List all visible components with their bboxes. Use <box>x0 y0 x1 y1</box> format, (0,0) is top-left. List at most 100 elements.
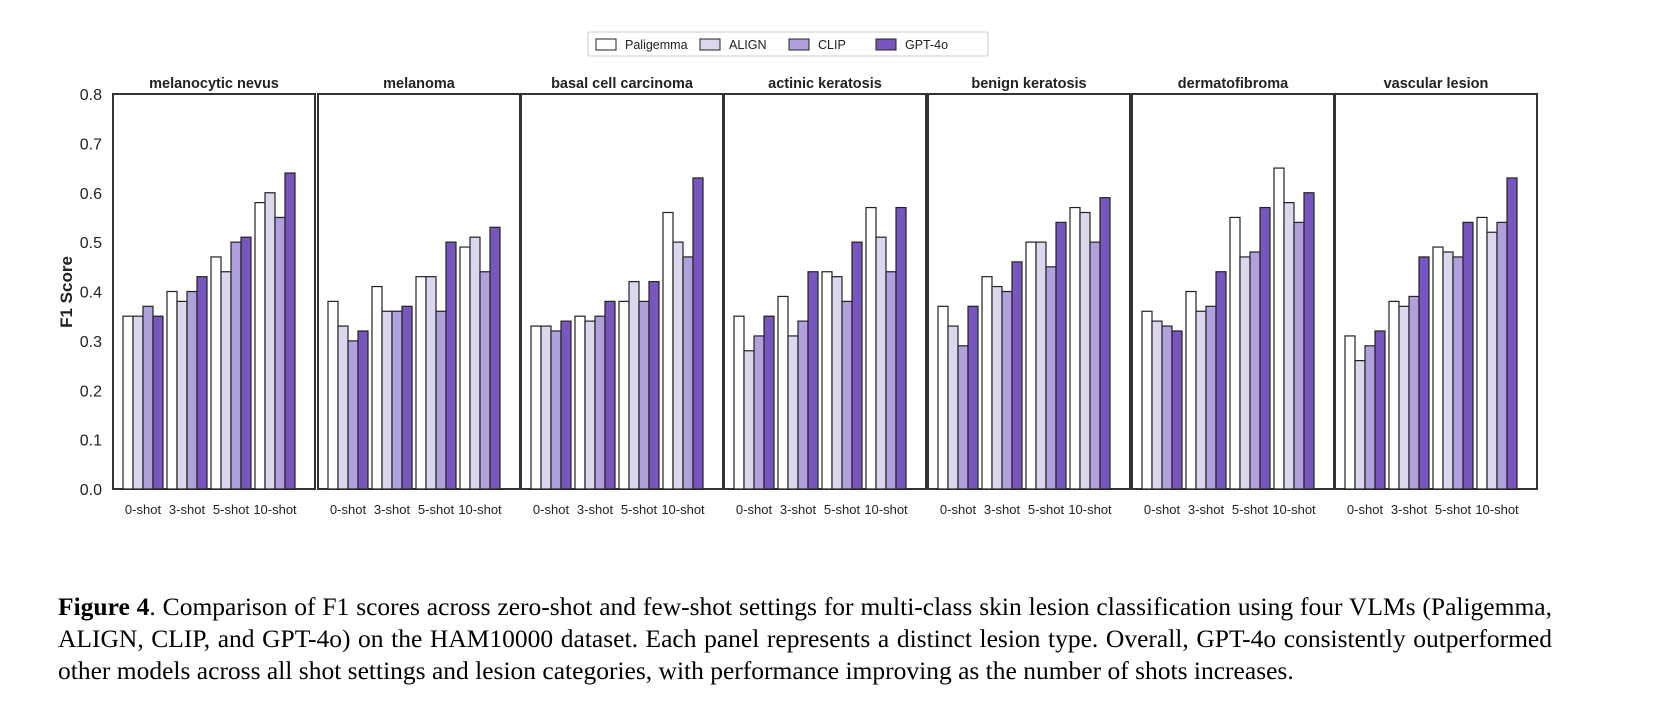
y-tick-label: 0.6 <box>80 186 102 203</box>
figure-caption: Figure 4. Comparison of F1 scores across… <box>58 591 1552 687</box>
bar <box>594 315 606 490</box>
bar <box>1374 330 1386 490</box>
bar <box>937 305 949 490</box>
figure-chart: F1 Score 0.0 0.1 0.2 0.3 0.4 0.5 0.6 0.7 0.8 Palig… <box>57 31 1538 517</box>
bar <box>777 295 789 490</box>
bar <box>479 271 491 490</box>
bar <box>401 305 413 490</box>
x-tick-label: 0-shot <box>1144 502 1181 517</box>
x-tick-label: 10-shot <box>253 502 297 517</box>
y-tick-label: 0.8 <box>80 87 102 104</box>
bar <box>1089 241 1101 490</box>
bar <box>981 276 993 490</box>
x-tick-label: 5-shot <box>1232 502 1269 517</box>
panel-title: benign keratosis <box>971 76 1086 92</box>
bar <box>1273 167 1285 490</box>
bar <box>875 236 887 490</box>
bar <box>618 300 630 490</box>
x-tick-label: 10-shot <box>661 502 705 517</box>
x-tick-label: 3-shot <box>577 502 614 517</box>
bar <box>274 216 286 490</box>
bar <box>1303 192 1315 490</box>
x-tick-label: 3-shot <box>374 502 411 517</box>
bar <box>264 192 276 490</box>
legend-swatch <box>788 38 810 51</box>
bar <box>604 300 616 490</box>
bar <box>865 206 877 490</box>
bar <box>1025 241 1037 490</box>
bar <box>489 226 501 490</box>
panel-title: actinic keratosis <box>768 76 882 92</box>
bar <box>672 241 684 490</box>
bar <box>895 206 907 490</box>
bar <box>530 325 542 490</box>
bar <box>210 256 222 490</box>
bar <box>337 325 349 490</box>
bar <box>381 310 393 490</box>
bar <box>469 236 481 490</box>
panel-title: melanoma <box>383 76 456 92</box>
bar <box>1069 206 1081 490</box>
bar <box>435 310 447 490</box>
legend-label: ALIGN <box>729 38 767 52</box>
bar <box>1185 290 1197 490</box>
y-tick-label: 0.7 <box>80 136 102 153</box>
bar <box>957 345 969 490</box>
bar <box>1398 305 1410 490</box>
legend-label: Paligemma <box>625 38 688 52</box>
legend-label: GPT-4o <box>905 38 948 52</box>
bar <box>638 300 650 490</box>
bar <box>391 310 403 490</box>
bar <box>1388 300 1400 490</box>
bar <box>574 315 586 490</box>
bar <box>230 241 242 490</box>
bar <box>1239 256 1251 490</box>
y-tick-label: 0.1 <box>80 433 102 450</box>
bar <box>122 315 134 490</box>
bar <box>284 172 296 490</box>
bar <box>1364 345 1376 490</box>
bar <box>1141 310 1153 490</box>
bar <box>787 335 799 490</box>
bar <box>1259 206 1271 490</box>
bar <box>1496 221 1508 490</box>
bar <box>797 320 809 490</box>
bar <box>560 320 572 490</box>
bar <box>1205 305 1217 490</box>
bar <box>142 305 154 490</box>
bar <box>327 300 339 490</box>
x-tick-label: 3-shot <box>984 502 1021 517</box>
bar <box>753 335 765 490</box>
bar <box>1354 360 1366 490</box>
x-tick-label: 5-shot <box>1435 502 1472 517</box>
caption-text: . Comparison of F1 scores across zero-sh… <box>58 591 1552 685</box>
panel-title: vascular lesion <box>1384 76 1489 92</box>
bar <box>1486 231 1498 490</box>
bar <box>851 241 863 490</box>
bar <box>692 177 704 490</box>
legend-swatch <box>699 38 721 51</box>
chart-svg: F1 Score 0.0 0.1 0.2 0.3 0.4 0.5 0.6 0.7 0.8 Palig… <box>57 31 1538 517</box>
bar <box>841 300 853 490</box>
bar <box>1442 251 1454 490</box>
bar <box>196 276 208 490</box>
bar <box>1151 320 1163 490</box>
bar <box>733 315 745 490</box>
bar <box>1462 221 1474 490</box>
bar <box>1506 177 1518 490</box>
bar <box>1418 256 1430 490</box>
bar <box>415 276 427 490</box>
bar <box>947 325 959 490</box>
bar <box>1045 266 1057 490</box>
x-tick-label: 5-shot <box>824 502 861 517</box>
bar <box>220 271 232 490</box>
bar <box>662 211 674 490</box>
bar <box>1215 271 1227 490</box>
bar <box>1452 256 1464 490</box>
bar <box>743 350 755 490</box>
bar <box>152 315 164 490</box>
x-tick-label: 10-shot <box>1475 502 1519 517</box>
x-tick-label: 0-shot <box>330 502 367 517</box>
bar <box>540 325 552 490</box>
bar <box>347 340 359 490</box>
